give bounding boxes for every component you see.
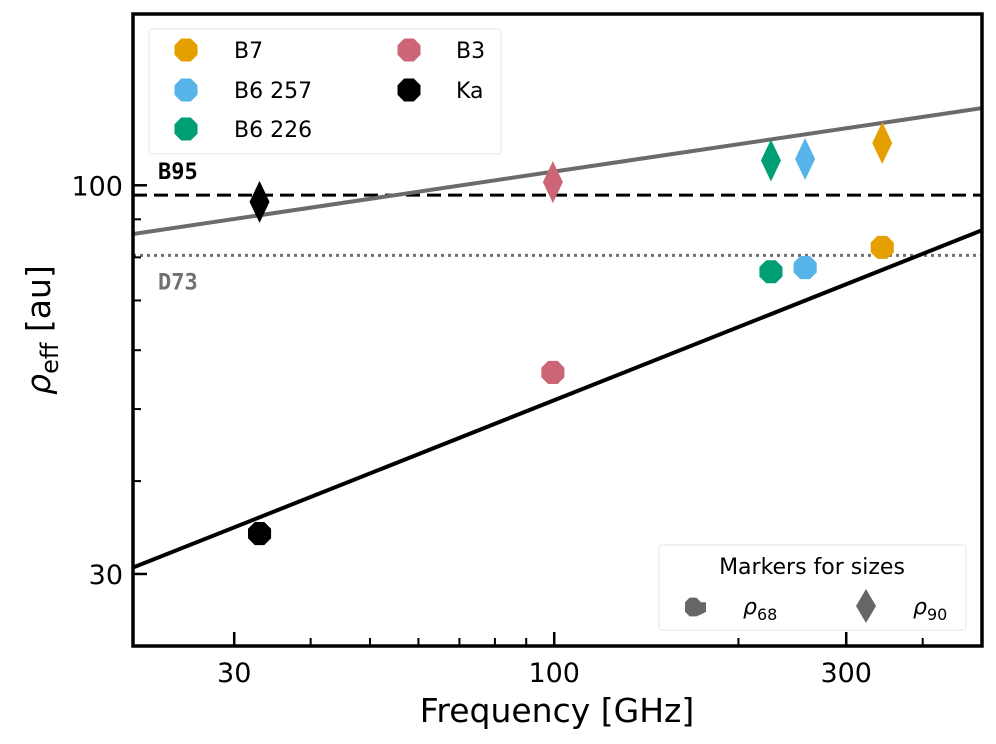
y-axis-title: ρeff [au] — [19, 265, 64, 395]
rho68-marker-b3 — [541, 360, 565, 384]
legend-marker-b6-257 — [174, 78, 198, 102]
x-axis-title: Frequency [GHz] — [420, 691, 694, 730]
legend-label-b6-226: B6 226 — [234, 118, 312, 143]
x-tick-label: 30 — [217, 658, 251, 689]
rho68-marker-b6-226 — [759, 260, 783, 284]
legend-label-ka: Ka — [456, 79, 484, 104]
rho68-fit-line — [133, 228, 982, 570]
legend-marker-ka — [397, 78, 421, 102]
legend-label-b3: B3 — [456, 39, 485, 64]
legend-marker-b7 — [174, 38, 198, 62]
marker-legend-octagon — [685, 597, 706, 617]
rho90-marker-b3 — [542, 161, 563, 204]
marker-legend-frame — [658, 544, 967, 631]
rho68-marker-b6-257 — [793, 256, 817, 280]
marker-legend-diamond — [856, 589, 876, 623]
legend-label-b6-257: B6 257 — [234, 79, 312, 104]
rho90-marker-b6-226 — [760, 139, 781, 182]
reference-label-b95: B95 — [158, 160, 198, 185]
axis-ticks: 30 100 300 30 100 — [71, 171, 924, 689]
marker-legend-title: Markers for sizes — [719, 555, 905, 580]
series-legend-frame — [148, 28, 502, 155]
series-legend: B7 B6 257 B6 226 B3 Ka — [148, 28, 502, 155]
x-tick-label: 300 — [820, 658, 872, 689]
plot-frame — [131, 12, 984, 648]
legend-marker-b6-226 — [174, 117, 198, 141]
legend-marker-b3 — [397, 38, 421, 62]
rho90-marker-ka — [249, 180, 270, 223]
x-tick-label: 100 — [528, 658, 580, 689]
reference-label-d73: D73 — [158, 270, 198, 295]
data-markers — [248, 121, 894, 546]
legend-label-b7: B7 — [234, 39, 263, 64]
marker-legend-rho90: ρ90 — [913, 595, 947, 624]
marker-legend: Markers for sizes ρ68 ρ90 — [658, 544, 967, 631]
rho90-marker-b7 — [872, 121, 893, 164]
rho68-marker-b7 — [870, 235, 894, 259]
y-tick-label: 100 — [71, 171, 123, 202]
rho68-marker-ka — [248, 522, 272, 546]
y-tick-label: 30 — [89, 560, 123, 591]
rho90-marker-b6-257 — [795, 137, 816, 180]
marker-legend-rho68: ρ68 — [743, 595, 777, 624]
